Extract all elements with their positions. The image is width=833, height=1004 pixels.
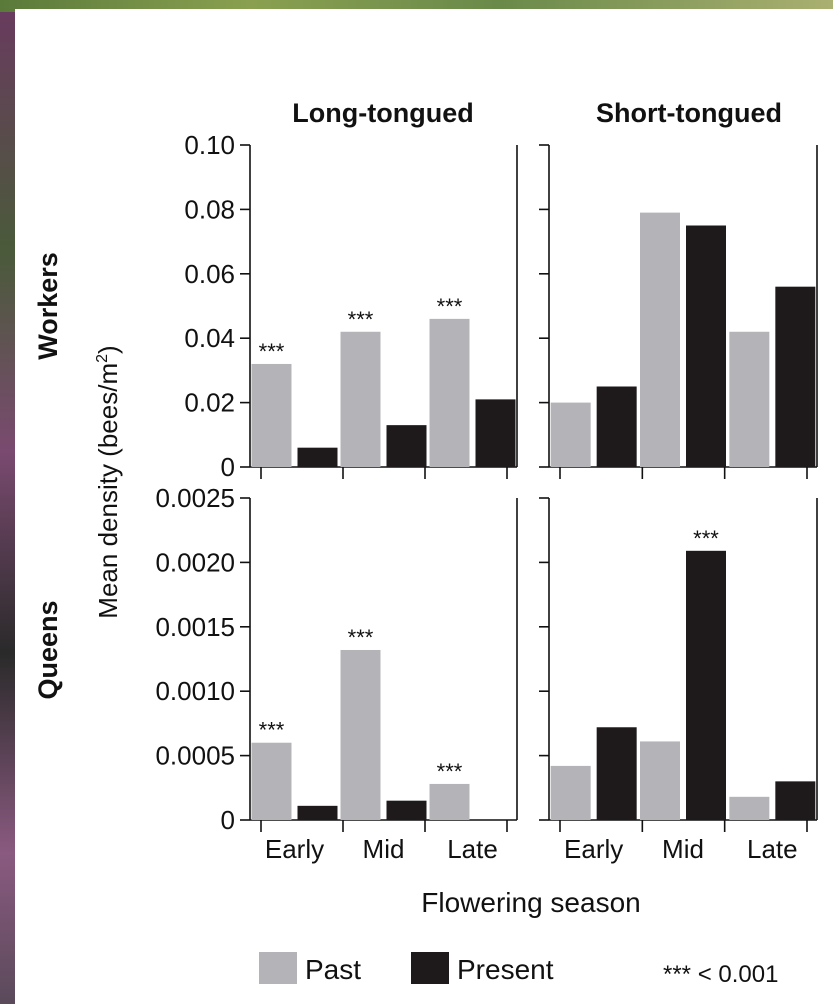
bar-queens-short-tongued-late-past	[729, 796, 770, 820]
x-tick-label-queens-long-tongued-mid: Mid	[363, 834, 405, 864]
y-tick-label-workers-long-tongued-1: 0.02	[184, 388, 235, 418]
column-title-long-tongued: Long-tongued	[292, 98, 473, 128]
row-label-workers: Workers	[33, 252, 63, 360]
bar-workers-short-tongued-late-present	[775, 286, 816, 467]
bar-queens-long-tongued-mid-present	[386, 800, 427, 820]
bar-queens-short-tongued-early-past	[550, 765, 591, 820]
column-title-short-tongued: Short-tongued	[596, 98, 782, 128]
y-tick-label-workers-long-tongued-5: 0.10	[184, 130, 235, 160]
bar-queens-long-tongued-late-past	[429, 783, 470, 820]
y-tick-label-workers-long-tongued-3: 0.06	[184, 259, 235, 289]
bar-workers-long-tongued-late-present	[475, 399, 516, 467]
y-tick-label-queens-long-tongued-4: 0.0020	[155, 547, 235, 577]
x-tick-label-queens-short-tongued-early: Early	[564, 834, 623, 864]
bar-queens-long-tongued-early-past	[251, 742, 292, 820]
legend-label-past: Past	[305, 954, 361, 985]
x-tick-label-queens-short-tongued-late: Late	[747, 834, 798, 864]
bar-workers-long-tongued-early-past	[251, 363, 292, 467]
significance-marker-queens-long-tongued-late: ***	[437, 759, 463, 784]
x-tick-label-queens-long-tongued-early: Early	[265, 834, 324, 864]
plot-area: 0 0.02 0.04 0.06 0.08 0.10 *** *** *** 0 0.0005 0.0…	[155, 130, 818, 864]
significance-marker-workers-long-tongued-late: ***	[437, 294, 463, 319]
significance-marker-queens-long-tongued-mid: ***	[348, 625, 374, 650]
y-tick-label-queens-long-tongued-5: 0.0025	[155, 483, 235, 513]
significance-marker-workers-long-tongued-early: ***	[259, 339, 285, 364]
y-tick-label-workers-long-tongued-4: 0.08	[184, 194, 235, 224]
bar-workers-short-tongued-early-present	[596, 386, 637, 467]
legend-label-present: Present	[457, 954, 554, 985]
y-axis-label: Mean density (bees/m2)	[93, 345, 123, 618]
significance-marker-workers-long-tongued-mid: ***	[348, 307, 374, 332]
bar-workers-long-tongued-late-past	[429, 318, 470, 467]
bar-workers-long-tongued-mid-past	[340, 331, 381, 467]
bar-workers-short-tongued-mid-past	[640, 212, 680, 467]
bar-queens-short-tongued-early-present	[596, 727, 637, 820]
y-tick-label-queens-long-tongued-2: 0.0010	[155, 676, 235, 706]
bar-workers-short-tongued-mid-present	[686, 225, 726, 467]
figure-panel	[15, 9, 833, 1004]
bar-queens-short-tongued-late-present	[775, 781, 816, 820]
bar-workers-long-tongued-early-present	[297, 447, 338, 467]
significance-marker-queens-long-tongued-early: ***	[259, 718, 285, 743]
bar-queens-short-tongued-mid-past	[640, 741, 680, 820]
y-axis-label-sup: 2	[94, 354, 111, 363]
bar-workers-long-tongued-mid-present	[386, 425, 427, 467]
bar-workers-short-tongued-late-past	[729, 331, 770, 467]
bar-queens-long-tongued-mid-past	[340, 649, 381, 820]
row-label-queens: Queens	[33, 600, 63, 699]
y-tick-label-workers-long-tongued-2: 0.04	[184, 323, 235, 353]
legend-swatch-past	[259, 952, 297, 984]
x-tick-label-queens-long-tongued-late: Late	[447, 834, 498, 864]
y-tick-label-queens-long-tongued-0: 0	[221, 805, 235, 835]
y-tick-label-workers-long-tongued-0: 0	[221, 452, 235, 482]
x-axis-label: Flowering season	[421, 887, 640, 918]
y-tick-label-queens-long-tongued-1: 0.0005	[155, 741, 235, 771]
legend-significance-note: *** < 0.001	[663, 961, 778, 988]
y-axis-label-main: Mean density (bees/m	[93, 363, 123, 619]
y-axis-label-end: )	[93, 345, 123, 354]
x-tick-label-queens-short-tongued-mid: Mid	[662, 834, 704, 864]
bar-queens-short-tongued-mid-present	[686, 550, 726, 820]
y-tick-label-queens-long-tongued-3: 0.0015	[155, 612, 235, 642]
bar-queens-long-tongued-early-present	[297, 805, 338, 820]
bar-workers-short-tongued-early-past	[550, 402, 591, 467]
significance-marker-queens-short-tongued-mid: ***	[693, 526, 719, 551]
legend-swatch-present	[411, 952, 449, 984]
